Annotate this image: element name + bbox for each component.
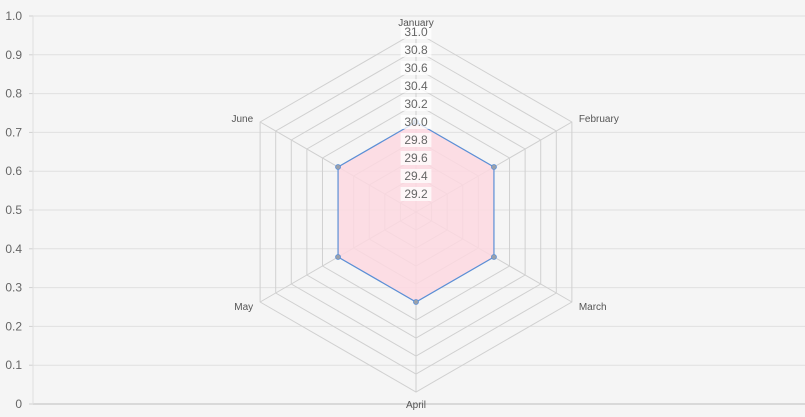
radar-point-label: February (579, 114, 619, 125)
y-tick-label: 0 (15, 397, 22, 411)
radar-tick-backdrop (400, 97, 432, 111)
radar-tick-label: 30.8 (404, 43, 428, 57)
y-tick-label: 1.0 (5, 9, 22, 23)
radar-tick-backdrop (400, 187, 432, 201)
radar-tick-backdrop (400, 151, 432, 165)
radar-point-label: June (231, 114, 253, 125)
radar-series-area (337, 121, 495, 303)
radar-tick-label: 29.4 (404, 169, 428, 183)
radar-tick-backdrop (400, 169, 432, 183)
radar-point-label: January (398, 18, 434, 29)
y-tick-label: 0.4 (5, 242, 22, 256)
y-tick-label: 0.5 (5, 203, 22, 217)
radar-tick-backdrop (400, 79, 432, 93)
y-axis: 0 0.1 0.2 0.3 0.4 0.5 0.6 0.7 0.8 0.9 1.0 (5, 9, 34, 411)
y-tick-label: 0.8 (5, 87, 22, 101)
radar-data-point (491, 164, 497, 170)
radar-tick-label: 29.6 (404, 151, 428, 165)
radar-tick-label: 30.6 (404, 61, 428, 75)
radar-data-point (335, 254, 341, 260)
radar-tick-backdrop (400, 61, 432, 75)
radar-data-point (335, 164, 341, 170)
y-tick-label: 0.7 (5, 125, 22, 139)
radar-series (335, 119, 497, 305)
y-tick-label: 0.2 (5, 319, 22, 333)
radar-point-label: May (234, 302, 253, 313)
radar-data-point (413, 299, 419, 305)
radar-tick-backdrop (400, 25, 432, 39)
y-tick-label: 0.1 (5, 358, 22, 372)
radar-point-label: April (406, 400, 426, 411)
radar-tick-label: 30.2 (404, 97, 428, 111)
radar-tick-label: 29.2 (404, 187, 428, 201)
radar-tick-label: 30.0 (404, 115, 428, 129)
radar-tick-labels: 29.2 29.4 29.6 29.8 30.0 30.2 30.4 30.6 30.8 31.0 (400, 25, 432, 201)
y-tick-label: 0.9 (5, 48, 22, 62)
radar-point-label: March (579, 302, 607, 313)
radar-point-labels: January February March April May June (231, 18, 618, 411)
radar-data-point (491, 254, 497, 260)
radar-tick-label: 31.0 (404, 25, 428, 39)
radar-tick-label: 29.8 (404, 133, 428, 147)
radar-tick-backdrop (400, 115, 432, 129)
y-tick-label: 0.6 (5, 164, 22, 178)
y-tick-label: 0.3 (5, 281, 22, 295)
radar-tick-label: 30.4 (404, 79, 428, 93)
radar-tick-backdrop (400, 133, 432, 147)
radar-tick-backdrop (400, 43, 432, 57)
